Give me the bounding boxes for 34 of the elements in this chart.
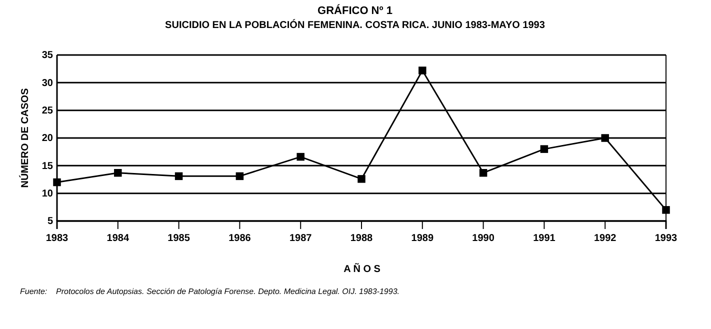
point	[174, 172, 183, 180]
x-tick-label: 1983	[46, 233, 69, 244]
chart-subtitle: SUICIDIO EN LA POBLACIÓN FEMENINA. COSTA RICA. JUNIO 1983-MAYO 1993	[165, 19, 546, 31]
x-tick-label: 1988	[350, 233, 374, 244]
x-tick-label: 1990	[472, 233, 495, 244]
y-tick-label: 10	[42, 188, 54, 200]
point	[236, 172, 244, 180]
point	[662, 206, 670, 214]
x-tick-label: 1986	[228, 233, 252, 244]
point	[479, 168, 488, 177]
point	[296, 152, 304, 161]
source-note: Fuente: Protocolos de Autopsias. Sección de Patología Forense. Depto. Medicina Legal. OIJ. 1983-1993.	[20, 287, 400, 296]
chart-title: GRÁFICO Nº 1	[318, 4, 392, 17]
point	[601, 134, 609, 142]
y-tick-label: 30	[42, 78, 54, 89]
point	[53, 178, 61, 186]
x-axis-title: A Ñ O S	[344, 263, 381, 275]
x-tick-label: 1992	[594, 233, 617, 244]
y-tick-label: 25	[42, 106, 54, 117]
x-tick-label: 1993	[654, 233, 678, 244]
x-tick-label: 1984	[106, 233, 130, 244]
y-tick-label: 35	[42, 50, 54, 62]
y-tick-label: 15	[42, 160, 54, 172]
point	[114, 168, 122, 177]
x-tick-label: 1987	[289, 233, 312, 244]
x-tick-label: 1985	[168, 233, 190, 244]
y-tick-label: 5	[47, 216, 54, 228]
point	[540, 145, 548, 153]
point	[358, 175, 366, 183]
y-tick-label: 20	[42, 133, 54, 144]
y-axis-title: NÚMERO DE CASOS	[19, 88, 31, 188]
point	[418, 66, 426, 74]
x-tick-label: 1991	[533, 233, 556, 244]
x-tick-label: 1989	[411, 233, 434, 244]
